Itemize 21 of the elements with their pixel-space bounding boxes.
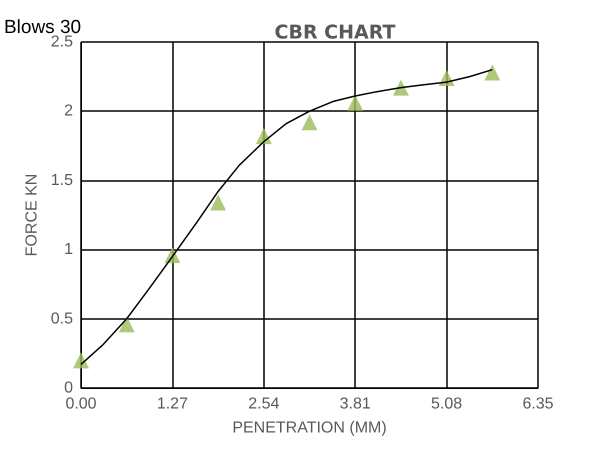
x-tick-label: 0.00	[65, 396, 97, 412]
x-tick-label: 1.27	[156, 396, 188, 412]
y-tick-label: 2	[64, 102, 74, 120]
chart-title: CBR CHART	[274, 22, 396, 44]
point	[73, 352, 89, 368]
x-tick-label: 5.08	[431, 396, 462, 412]
point	[484, 64, 500, 80]
x-tick-label: 2.54	[248, 396, 280, 412]
y-tick-label: 1.5	[50, 172, 74, 189]
point	[118, 316, 135, 332]
x-axis-title: PENETRATION (MM)	[232, 420, 387, 436]
point	[210, 194, 226, 211]
y-tick-label: 1	[64, 241, 74, 258]
y-axis-title: FORCE KN	[23, 174, 40, 256]
y-tick-label: 2.5	[50, 34, 74, 50]
point	[347, 94, 364, 111]
y-tick-label: 0.5	[50, 310, 74, 328]
x-tick-label: 6.35	[522, 396, 554, 412]
y-tick-label: 0	[64, 380, 74, 396]
x-tick-label: 3.81	[340, 396, 371, 412]
point	[302, 114, 318, 130]
